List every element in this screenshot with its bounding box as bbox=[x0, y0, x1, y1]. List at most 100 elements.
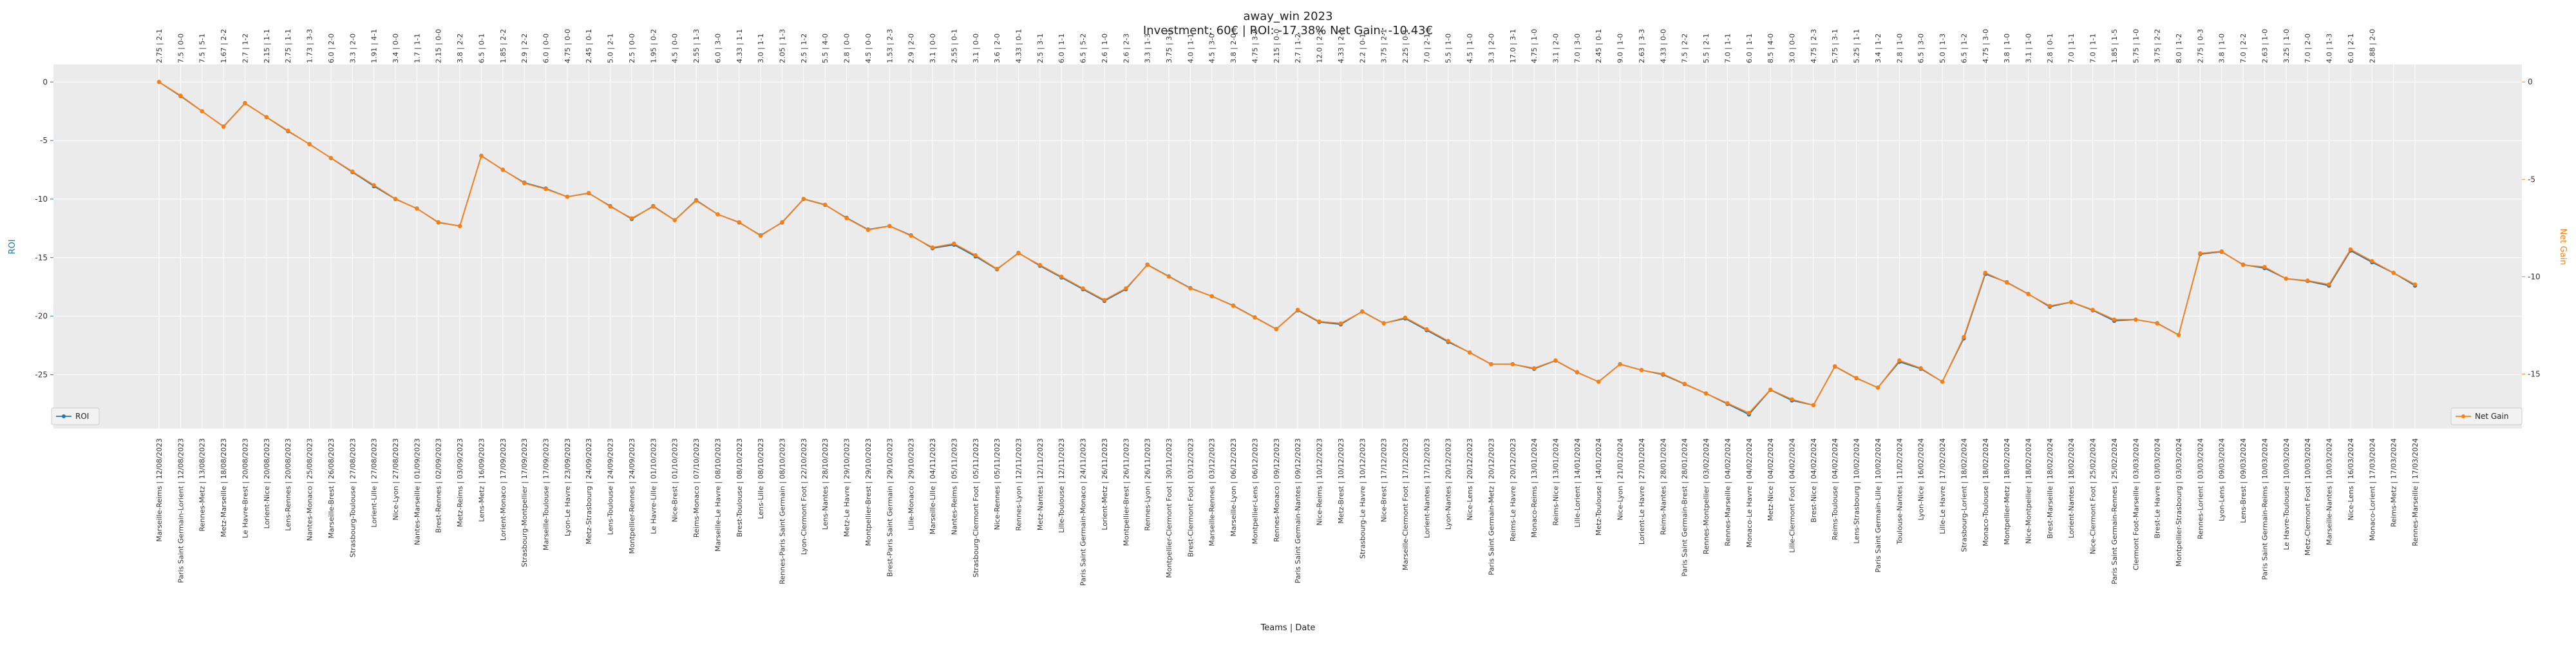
x-tick-label-40: Rennes-Lyon | 12/11/2023 bbox=[1014, 438, 1023, 531]
odds-score-label-1: 7.5 | 0-0 bbox=[176, 34, 185, 63]
odds-score-label-80: 3.4 | 1-2 bbox=[1874, 34, 1882, 63]
odds-score-label-95: 2.75 | 0-3 bbox=[2196, 29, 2204, 63]
x-tick-label-70: Reims-Nantes | 28/01/2024 bbox=[1659, 438, 1667, 535]
odds-score-label-11: 3.4 | 0-0 bbox=[392, 34, 400, 63]
net-gain-point-19 bbox=[565, 195, 570, 199]
net-gain-point-17 bbox=[522, 181, 527, 186]
net-gain-point-4 bbox=[243, 101, 247, 106]
odds-score-label-79: 5.25 | 1-1 bbox=[1853, 29, 1861, 63]
odds-score-label-93: 3.75 | 2-2 bbox=[2154, 29, 2162, 63]
right-tick-label-3: -15 bbox=[2528, 369, 2541, 378]
x-tick-label-32: Metz-Le Havre | 29/10/2023 bbox=[843, 438, 851, 537]
net-gain-point-27 bbox=[737, 220, 741, 224]
odds-score-label-3: 1.67 | 2-2 bbox=[220, 29, 228, 63]
net-gain-point-65 bbox=[1553, 358, 1558, 363]
odds-score-label-34: 1.53 | 2-3 bbox=[886, 29, 894, 63]
odds-score-label-88: 2.8 | 0-1 bbox=[2046, 34, 2054, 63]
odds-score-label-86: 3.8 | 1-0 bbox=[2003, 34, 2011, 63]
net-gain-point-51 bbox=[1253, 315, 1257, 320]
net-gain-point-24 bbox=[672, 218, 677, 222]
net-gain-point-95 bbox=[2198, 251, 2202, 256]
left-tick-label-2: -10 bbox=[35, 195, 48, 204]
net-gain-point-18 bbox=[544, 187, 548, 191]
net-gain-point-37 bbox=[952, 241, 956, 246]
x-tick-label-43: Paris Saint Germain-Monaco | 24/11/2023 bbox=[1079, 438, 1088, 586]
odds-score-label-46: 3.3 | 1-3 bbox=[1144, 34, 1152, 63]
x-tick-label-75: Metz-Nice | 04/02/2024 bbox=[1766, 438, 1775, 521]
net-gain-point-26 bbox=[715, 212, 720, 217]
odds-score-label-59: 7.0 | 2-1 bbox=[1423, 34, 1431, 63]
odds-score-label-84: 6.5 | 1-2 bbox=[1960, 34, 1968, 63]
odds-score-label-19: 4.75 | 0-0 bbox=[564, 29, 572, 63]
x-tick-label-74: Monaco-Le Havre | 04/02/2024 bbox=[1745, 438, 1754, 548]
odds-score-label-65: 3.1 | 2-0 bbox=[1552, 34, 1560, 63]
odds-score-label-81: 2.8 | 1-0 bbox=[1895, 34, 1904, 63]
x-tick-label-1: Paris Saint Germain-Lorient | 12/08/2023 bbox=[176, 438, 185, 583]
odds-score-label-12: 1.7 | 1-1 bbox=[413, 34, 421, 63]
odds-score-label-73: 7.0 | 1-1 bbox=[1723, 34, 1732, 63]
x-tick-label-48: Brest-Clermont Foot | 03/12/2023 bbox=[1186, 438, 1195, 557]
net-gain-point-80 bbox=[1875, 385, 1880, 390]
net-gain-point-13 bbox=[436, 220, 440, 224]
odds-score-label-10: 1.91 | 4-1 bbox=[370, 29, 379, 63]
odds-score-label-54: 12.0 | 2-1 bbox=[1316, 29, 1324, 63]
x-tick-label-87: Nice-Montpellier | 18/02/2024 bbox=[2024, 438, 2032, 544]
net-gain-point-100 bbox=[2305, 278, 2310, 283]
x-tick-label-69: Lorient-Le Havre | 27/01/2024 bbox=[1638, 438, 1646, 545]
right-tick-label-2: -10 bbox=[2528, 272, 2541, 281]
net-gain-point-77 bbox=[1811, 403, 1816, 407]
x-tick-label-12: Nantes-Marseille | 01/09/2023 bbox=[413, 438, 421, 545]
net-gain-point-101 bbox=[2327, 282, 2331, 287]
net-gain-point-21 bbox=[608, 204, 612, 209]
odds-score-label-2: 7.5 | 5-1 bbox=[198, 34, 207, 63]
x-tick-label-65: Reims-Nice | 13/01/2024 bbox=[1552, 438, 1560, 526]
net-gain-point-75 bbox=[1768, 387, 1773, 392]
odds-score-label-64: 4.75 | 1-0 bbox=[1530, 29, 1539, 63]
net-gain-point-2 bbox=[200, 109, 204, 113]
net-gain-point-68 bbox=[1618, 362, 1622, 367]
x-tick-label-33: Montpellier-Brest | 29/10/2023 bbox=[864, 438, 873, 546]
right-tick-label-0: 0 bbox=[2528, 77, 2533, 86]
x-tick-label-11: Nice-Lyon | 27/08/2023 bbox=[392, 438, 400, 521]
x-tick-label-31: Lens-Nantes | 28/10/2023 bbox=[821, 438, 829, 530]
net-gain-point-40 bbox=[1016, 251, 1021, 256]
x-tick-label-64: Monaco-Reims | 13/01/2024 bbox=[1530, 438, 1539, 537]
net-gain-point-39 bbox=[994, 267, 999, 271]
net-gain-point-11 bbox=[393, 197, 398, 201]
net-gain-point-0 bbox=[156, 79, 162, 84]
x-tick-label-99: Le Havre-Toulouse | 10/03/2024 bbox=[2282, 438, 2291, 550]
net-gain-point-72 bbox=[1703, 391, 1709, 396]
net-gain-point-82 bbox=[1918, 366, 1923, 371]
odds-score-label-103: 2.88 | 2-0 bbox=[2368, 29, 2376, 63]
odds-score-label-40: 4.33 | 0-1 bbox=[1014, 29, 1023, 63]
x-tick-label-34: Brest-Paris Saint Germain | 29/10/2023 bbox=[886, 438, 894, 577]
x-tick-label-57: Nice-Brest | 17/12/2023 bbox=[1380, 438, 1388, 522]
x-tick-label-51: Montpellier-Lens | 06/12/2023 bbox=[1251, 438, 1259, 544]
net-gain-point-12 bbox=[415, 206, 419, 211]
odds-score-label-21: 5.0 | 2-1 bbox=[607, 34, 615, 63]
odds-score-label-94: 8.0 | 1-2 bbox=[2175, 34, 2183, 63]
net-gain-point-20 bbox=[587, 191, 591, 195]
odds-score-label-51: 4.75 | 3-0 bbox=[1251, 29, 1259, 63]
net-gain-point-81 bbox=[1897, 358, 1902, 363]
odds-score-label-100: 7.0 | 2-0 bbox=[2304, 34, 2312, 63]
net-gain-point-52 bbox=[1274, 327, 1279, 332]
x-tick-label-13: Brest-Rennes | 02/09/2023 bbox=[435, 438, 443, 533]
net-gain-point-96 bbox=[2219, 249, 2224, 254]
x-tick-labels: Marseille-Reims | 12/08/2023 Paris Saint … bbox=[155, 438, 2420, 586]
odds-score-label-36: 3.1 | 0-0 bbox=[929, 34, 937, 63]
net-gain-point-49 bbox=[1209, 294, 1214, 298]
odds-score-label-98: 2.63 | 1-0 bbox=[2260, 29, 2269, 63]
odds-score-label-63: 17.0 | 3-1 bbox=[1509, 29, 1517, 63]
x-tick-label-4: Le Havre-Brest | 20/08/2023 bbox=[241, 438, 249, 538]
odds-score-label-32: 2.8 | 0-0 bbox=[843, 34, 851, 63]
net-gain-point-6 bbox=[285, 128, 290, 133]
x-tick-label-61: Nice-Lens | 20/12/2023 bbox=[1466, 438, 1474, 521]
net-gain-point-97 bbox=[2240, 263, 2246, 267]
left-y-ticks: 0 -5 -10 -15 -20 -25 bbox=[35, 77, 53, 379]
x-tick-label-54: Nice-Reims | 10/12/2023 bbox=[1316, 438, 1324, 526]
net-gain-point-28 bbox=[758, 233, 763, 238]
x-tick-label-36: Marseille-Lille | 04/11/2023 bbox=[929, 438, 937, 534]
odds-score-label-61: 4.5 | 1-0 bbox=[1466, 34, 1474, 63]
